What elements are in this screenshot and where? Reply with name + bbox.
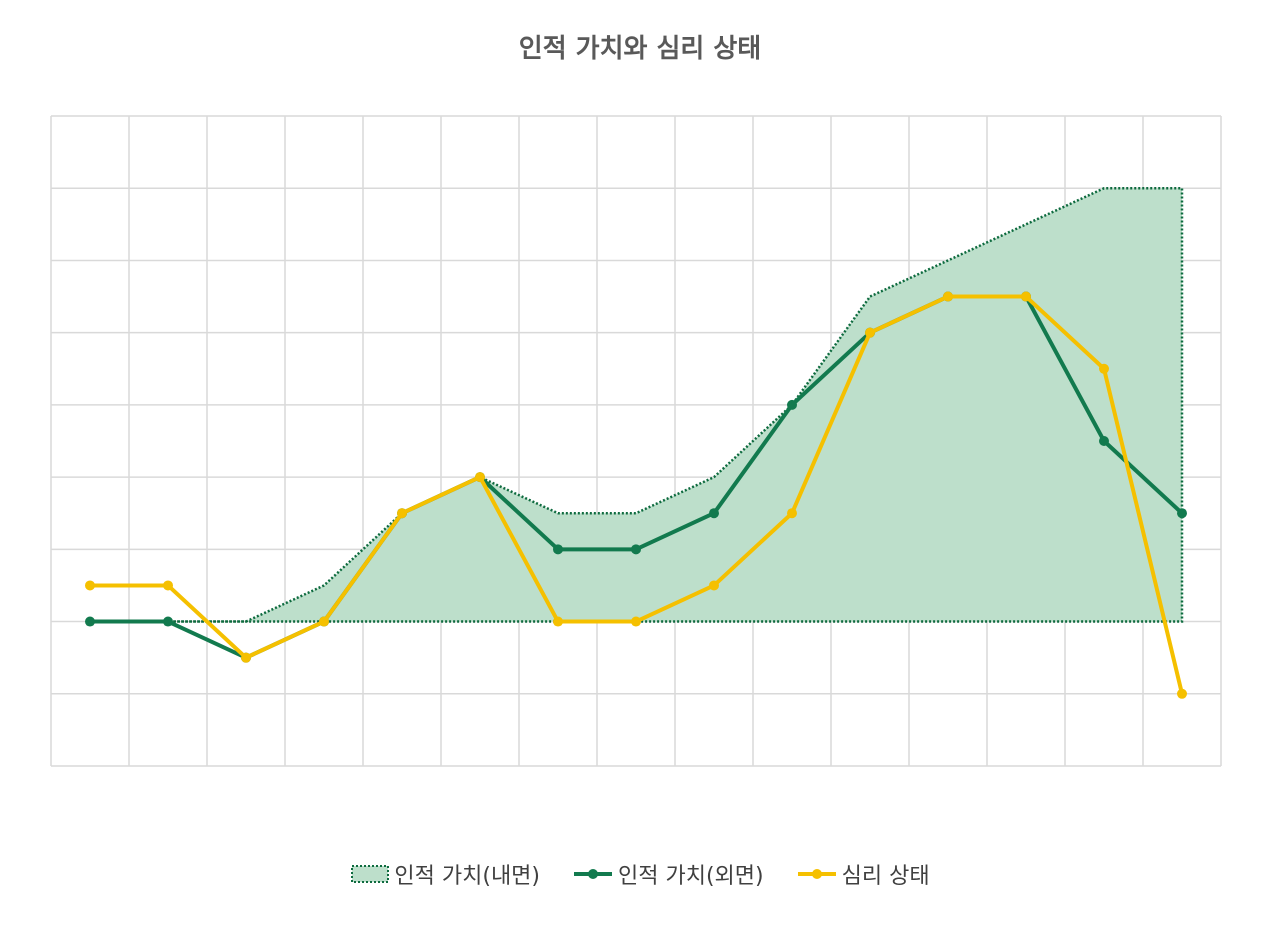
legend-item-inner-value[interactable]: 인적 가치(내면) — [350, 858, 540, 890]
data-point-series-2 — [631, 616, 641, 627]
data-point-series-2 — [1021, 291, 1031, 302]
data-point-series-1 — [163, 616, 173, 627]
legend-swatch-area — [351, 865, 390, 883]
data-point-series-2 — [163, 580, 173, 591]
data-point-series-2 — [319, 616, 329, 627]
data-point-series-2 — [241, 652, 251, 663]
data-point-series-1 — [85, 616, 95, 627]
data-point-series-2 — [1177, 688, 1187, 699]
data-point-series-2 — [709, 580, 719, 591]
legend-item-outer-value[interactable]: 인적 가치(외면) — [572, 858, 764, 890]
data-point-series-2 — [475, 472, 485, 483]
legend-label: 인적 가치(내면) — [394, 864, 541, 889]
data-point-series-2 — [865, 327, 875, 338]
chart-title: 인적 가치와 심리 상태 — [518, 34, 762, 64]
area-series-0 — [90, 186, 1184, 623]
legend-swatch-line — [574, 869, 613, 879]
area-series-layer — [90, 186, 1184, 623]
data-point-series-2 — [1099, 363, 1109, 374]
data-point-series-1 — [553, 544, 563, 555]
chart-plot — [50, 115, 1222, 767]
legend-swatch-line — [797, 869, 836, 879]
data-point-series-2 — [553, 616, 563, 627]
legend-item-mental-state[interactable]: 심리 상태 — [796, 858, 930, 890]
data-point-series-1 — [787, 399, 797, 410]
data-point-series-2 — [943, 291, 953, 302]
data-point-series-2 — [787, 508, 797, 519]
legend: 인적 가치(내면) 인적 가치(외면) 심리 상태 — [0, 858, 1280, 890]
data-point-series-1 — [709, 508, 719, 519]
legend-label: 인적 가치(외면) — [618, 864, 764, 889]
data-point-series-1 — [631, 544, 641, 555]
data-point-series-1 — [1177, 508, 1187, 519]
data-point-series-2 — [397, 508, 407, 519]
data-point-series-1 — [1099, 436, 1109, 446]
data-point-series-2 — [85, 580, 95, 591]
line-series-layer — [85, 291, 1187, 699]
legend-label: 심리 상태 — [841, 864, 930, 889]
